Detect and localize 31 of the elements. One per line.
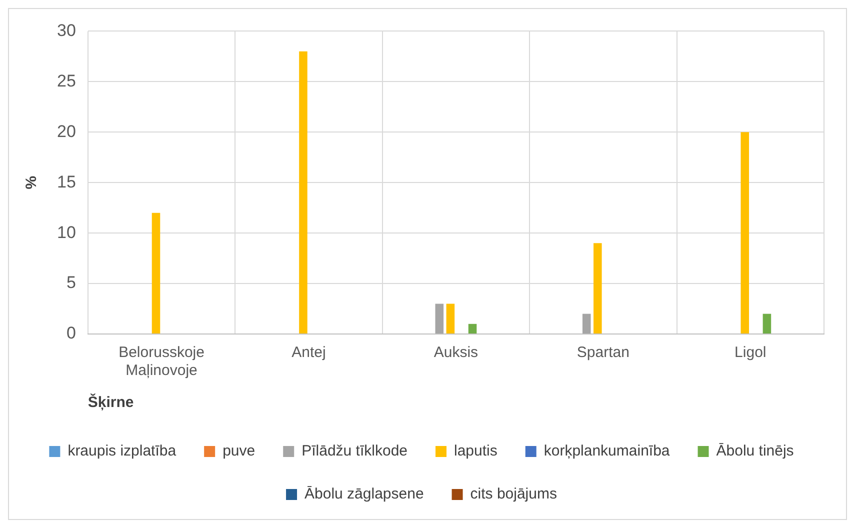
bar [468,324,477,334]
y-tick-label: 15 [56,172,76,192]
legend-label: korķplankumainība [544,442,670,460]
x-tick-label: Ligol [734,344,766,362]
x-axis-title: Šķirne [88,393,134,412]
y-tick-label: 25 [56,71,76,90]
bar [594,243,602,334]
y-tick-label: 5 [66,273,76,292]
legend-label: Pīlādžu tīklkode [302,442,408,460]
y-tick-label: 20 [56,122,76,141]
y-tick-label: 10 [56,222,76,242]
legend-label: Ābolu zāglapsene [304,486,424,503]
bar [740,132,750,334]
x-tick-label: Belorusskoje Maļinovoje [118,344,204,380]
legend-label: cits bojājums [470,486,557,503]
x-tick-label: Auksis [434,344,478,362]
bar [152,212,160,334]
legend-label: Ābolu tinējs [716,442,794,460]
y-tick-label: 0 [66,324,76,343]
x-tick-label: Spartan [576,344,630,362]
bar [582,314,591,334]
bar [446,304,455,334]
bar [762,314,772,334]
bar [299,51,308,334]
bar [435,304,444,334]
y-tick-label: 30 [56,20,76,40]
legend-label: laputis [454,442,498,460]
y-axis-title: % [23,176,40,190]
legend-label: puve [222,442,256,460]
legend-label: kraupis izplatība [68,442,177,460]
x-tick-label: Antej [292,344,326,362]
